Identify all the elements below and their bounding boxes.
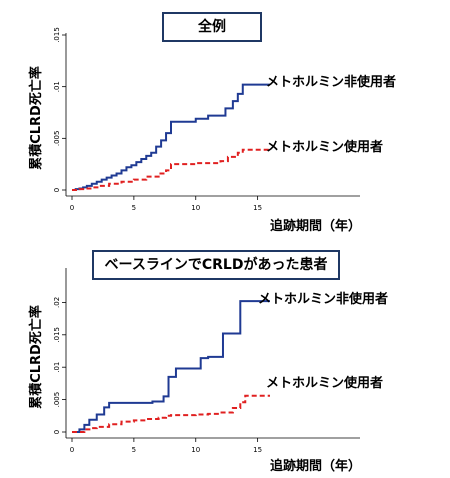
- y-axis-label: 累積CLRD死亡率: [28, 305, 44, 409]
- y-axis-label: 累積CLRD死亡率: [28, 66, 44, 170]
- y-tick-label: .02: [53, 297, 61, 308]
- y-tick-label: .01: [53, 81, 61, 92]
- series-line-non-users: [72, 83, 270, 191]
- x-axis-label: 追跡期間（年）: [270, 458, 361, 474]
- y-tick-label: .005: [53, 131, 61, 147]
- series-label: メトホルミン非使用者: [258, 291, 388, 307]
- chart-title: 全例: [162, 12, 262, 42]
- x-tick-label: 10: [191, 446, 200, 454]
- x-tick-label: 0: [70, 446, 74, 454]
- x-axis-label: 追跡期間（年）: [270, 218, 361, 234]
- x-tick-label: 5: [132, 446, 136, 454]
- x-tick-label: 10: [191, 204, 200, 212]
- series-label: メトホルミン使用者: [266, 375, 383, 391]
- y-tick-label: 0: [53, 188, 61, 192]
- series-line-users: [72, 394, 270, 433]
- x-tick-label: 0: [70, 204, 74, 212]
- series-label: メトホルミン使用者: [266, 139, 383, 155]
- series-line-users: [72, 148, 270, 191]
- y-tick-label: 0: [53, 430, 61, 434]
- x-tick-label: 15: [253, 204, 262, 212]
- y-tick-label: .015: [53, 27, 61, 43]
- chart-title: ベースラインでCRLDがあった患者: [92, 250, 340, 280]
- series-label: メトホルミン非使用者: [266, 74, 396, 90]
- y-tick-label: .015: [53, 327, 61, 343]
- series-line-non-users: [72, 300, 270, 433]
- y-tick-label: .01: [53, 362, 61, 373]
- y-tick-label: .005: [53, 392, 61, 408]
- x-tick-label: 15: [253, 446, 262, 454]
- x-tick-label: 5: [132, 204, 136, 212]
